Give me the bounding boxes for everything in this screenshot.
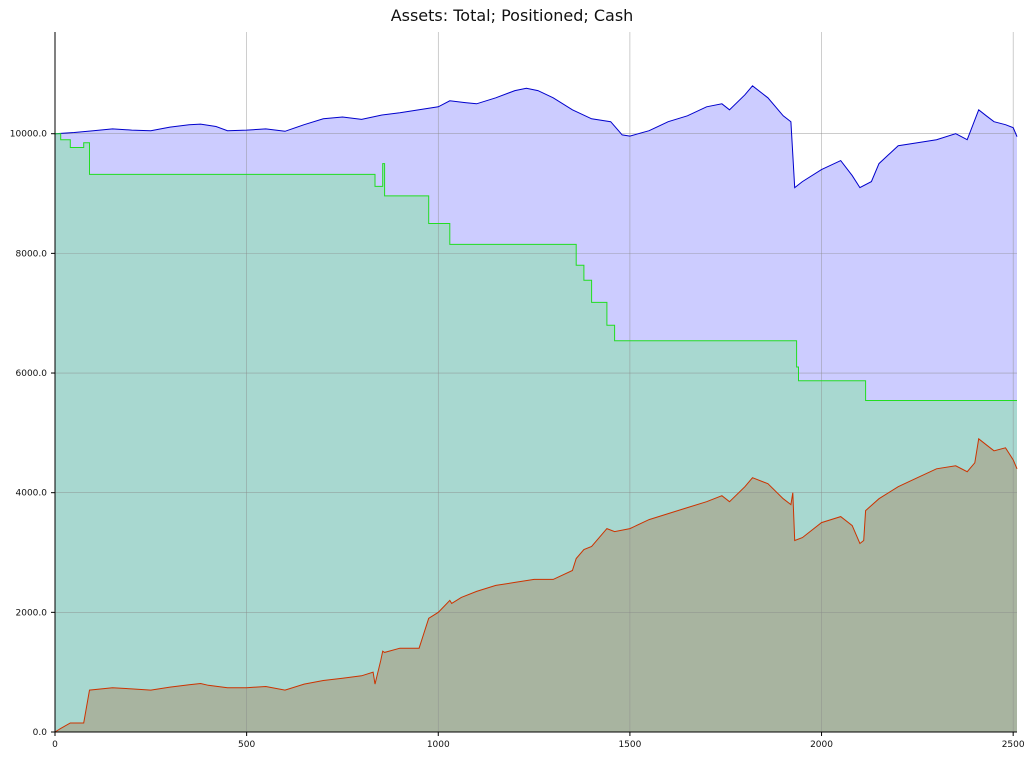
y-tick-label-4: 8000.0 <box>16 249 48 259</box>
grid-lines <box>55 32 1017 732</box>
y-tick-label-2: 4000.0 <box>16 489 48 499</box>
series-1-line <box>54 85 1018 189</box>
x-tick-label-1: 500 <box>238 740 255 750</box>
x-tick-label-2: 1000 <box>427 740 450 750</box>
chart-title: Assets: Total; Positioned; Cash <box>390 6 634 25</box>
x-tick-label-3: 1500 <box>618 740 641 750</box>
x-tick-label-0: 0 <box>52 740 58 750</box>
series-2-line <box>55 133 1017 401</box>
series-lines <box>54 85 1018 733</box>
y-tick-label-0: 0.0 <box>33 728 48 738</box>
x-tick-label-5: 2500 <box>1002 740 1024 750</box>
y-tick-label-3: 6000.0 <box>16 369 48 379</box>
series-3-line <box>54 437 1018 733</box>
y-tick-label-1: 2000.0 <box>16 608 48 618</box>
x-tick-label-4: 2000 <box>810 740 833 750</box>
tick-labels: 0 500 1000 1500 2000 2500 0.0 2000.0 4000.0 6000.… <box>10 130 1024 750</box>
series-3-area <box>55 438 1017 732</box>
y-tick-label-5: 10000.0 <box>10 130 47 140</box>
series-fills <box>55 85 1017 733</box>
axes <box>51 32 1017 736</box>
